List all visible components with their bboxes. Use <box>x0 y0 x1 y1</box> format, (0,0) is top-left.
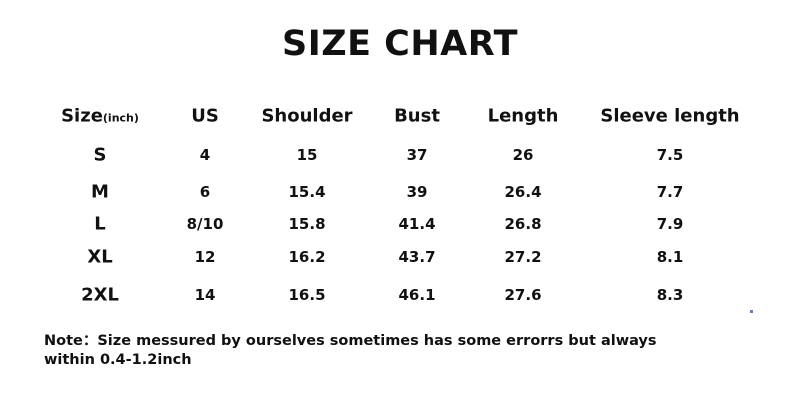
header-label: Length <box>487 105 559 127</box>
cell-us: 6 <box>199 183 211 201</box>
header-us: US <box>191 106 219 127</box>
header-label: US <box>191 105 219 127</box>
header-bust: Bust <box>394 106 440 127</box>
cell-us: 14 <box>194 286 216 304</box>
header-shoulder: Shoulder <box>261 106 352 127</box>
cell-sleeve-length: 7.9 <box>656 215 684 233</box>
header-sleeve-length: Sleeve length <box>600 106 739 127</box>
cell-sleeve-length: 8.3 <box>656 286 684 304</box>
cell-us: 8/10 <box>186 215 224 233</box>
cell-size: XL <box>87 246 113 268</box>
cell-shoulder: 15 <box>296 146 318 164</box>
note-line-2: within 0.4-1.2inch <box>44 352 192 368</box>
header-label: Sleeve length <box>600 105 740 127</box>
cell-size: 2XL <box>81 284 119 306</box>
header-label: Size <box>61 105 103 127</box>
header-length: Length <box>488 106 559 127</box>
cell-bust: 37 <box>406 146 428 164</box>
cell-size: S <box>93 144 107 166</box>
cell-bust: 43.7 <box>398 248 436 266</box>
cell-length: 26 <box>512 146 534 164</box>
cell-sleeve-length: 8.1 <box>656 248 684 266</box>
cell-sleeve-length: 7.5 <box>656 146 684 164</box>
cell-size: L <box>94 213 106 235</box>
cell-sleeve-length: 7.7 <box>656 183 684 201</box>
header-label: Shoulder <box>261 105 353 127</box>
cell-size: M <box>91 181 109 203</box>
note: Note：Size messured by ourselves sometime… <box>44 332 744 370</box>
note-line-1: Note：Size messured by ourselves sometime… <box>44 333 657 349</box>
decorative-dot <box>750 310 753 313</box>
cell-length: 26.4 <box>504 183 542 201</box>
cell-bust: 46.1 <box>398 286 436 304</box>
cell-shoulder: 16.2 <box>288 248 326 266</box>
cell-length: 27.2 <box>504 248 542 266</box>
cell-shoulder: 16.5 <box>288 286 326 304</box>
cell-length: 27.6 <box>504 286 542 304</box>
cell-length: 26.8 <box>504 215 542 233</box>
cell-us: 4 <box>199 146 211 164</box>
header-size: Size(inch) <box>61 106 139 127</box>
cell-bust: 41.4 <box>398 215 436 233</box>
cell-shoulder: 15.4 <box>288 183 326 201</box>
cell-us: 12 <box>194 248 216 266</box>
page-title: SIZE CHART <box>281 24 519 64</box>
unit-label: (inch) <box>102 111 139 125</box>
cell-bust: 39 <box>406 183 428 201</box>
cell-shoulder: 15.8 <box>288 215 326 233</box>
header-label: Bust <box>394 105 440 127</box>
